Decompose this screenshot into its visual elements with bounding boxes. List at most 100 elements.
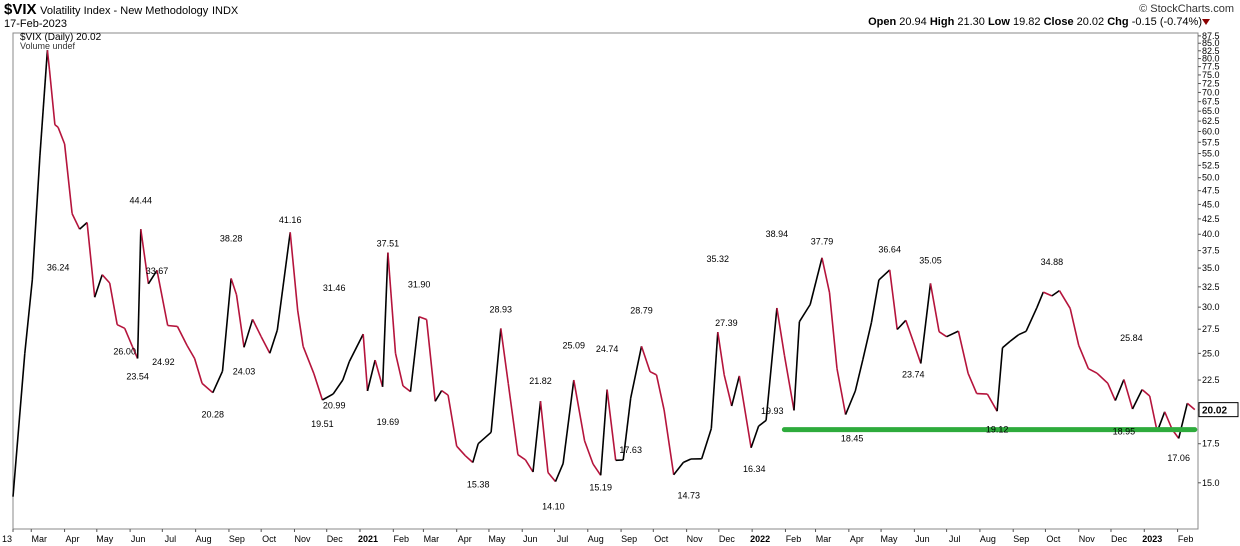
x-tick-label: Mar — [32, 534, 48, 544]
price-segment — [1186, 402, 1196, 411]
value-annotation: 21.82 — [529, 376, 552, 386]
price-segment — [251, 318, 262, 338]
symbol-name: Volatility Index - New Methodology — [40, 5, 209, 17]
value-annotation: 37.79 — [811, 237, 834, 247]
price-segment — [809, 257, 823, 305]
price-segment — [418, 315, 427, 321]
price-segment — [862, 322, 873, 360]
chart-date: 17-Feb-2023 — [4, 18, 67, 30]
price-segment — [193, 358, 203, 384]
value-annotation: 28.79 — [630, 306, 653, 316]
value-annotation: 34.88 — [1041, 257, 1064, 267]
exchange: INDX — [211, 5, 239, 17]
x-tick-label: 2022 — [750, 534, 770, 544]
x-tick-label: Apr — [850, 534, 864, 544]
price-segment — [1009, 334, 1020, 343]
price-segment — [547, 471, 557, 483]
open-value: 20.94 — [899, 16, 927, 28]
x-tick-label: May — [96, 534, 114, 544]
price-segment — [276, 232, 291, 331]
x-tick-label: Apr — [458, 534, 472, 544]
price-segment — [798, 304, 811, 323]
price-segment — [976, 392, 988, 395]
price-segment — [289, 232, 299, 311]
price-segment — [425, 319, 436, 402]
value-annotation: 18.95 — [1113, 427, 1136, 437]
price-segment — [71, 213, 81, 230]
price-segment — [758, 419, 767, 427]
price-segment — [1077, 344, 1090, 370]
x-tick-label: Aug — [588, 534, 604, 544]
price-segment — [765, 307, 778, 421]
price-segment — [1114, 379, 1125, 401]
y-tick-label: 40.0 — [1202, 229, 1220, 239]
price-segment — [441, 389, 449, 396]
y-tick-label: 75.0 — [1202, 70, 1220, 80]
y-tick-label: 77.5 — [1202, 62, 1220, 72]
chg-label: Chg — [1107, 16, 1129, 28]
value-annotation: 15.19 — [589, 483, 612, 493]
chg-value: -0.15 (-0.74%) — [1131, 16, 1202, 28]
price-segment — [905, 320, 915, 342]
value-annotation: 19.12 — [986, 424, 1009, 434]
y-tick-label: 32.5 — [1202, 282, 1220, 292]
price-segment — [583, 440, 594, 465]
price-segment — [362, 334, 369, 391]
x-tick-label: 13 — [2, 534, 12, 544]
value-annotation: 27.39 — [715, 318, 738, 328]
price-segment — [710, 332, 719, 429]
price-segment — [1036, 291, 1045, 309]
value-annotation: 20.99 — [323, 401, 346, 411]
y-tick-label: 42.5 — [1202, 214, 1220, 224]
close-label: Close — [1043, 16, 1074, 28]
x-tick-label: Aug — [196, 534, 212, 544]
price-segment — [888, 269, 898, 330]
price-segment — [573, 379, 586, 442]
value-annotation: 38.94 — [766, 229, 789, 239]
y-tick-label: 67.5 — [1202, 97, 1220, 107]
value-annotation: 36.24 — [47, 262, 70, 272]
price-segment — [599, 389, 608, 476]
price-segment — [821, 257, 831, 293]
price-segment — [1141, 388, 1151, 397]
price-segment — [673, 461, 685, 476]
price-segment — [472, 443, 479, 463]
price-segment — [201, 382, 214, 394]
price-segment — [116, 323, 126, 330]
x-tick-label: May — [881, 534, 899, 544]
price-segment — [477, 431, 492, 445]
price-segment — [700, 428, 713, 460]
price-segment — [221, 278, 232, 372]
price-segment — [12, 353, 26, 497]
y-tick-label: 65.0 — [1202, 106, 1220, 116]
y-tick-label: 60.0 — [1202, 126, 1220, 136]
y-tick-label: 25.0 — [1202, 348, 1220, 358]
price-segment — [230, 278, 238, 296]
price-segment — [156, 270, 169, 326]
price-segment — [447, 394, 458, 447]
price-segment — [409, 316, 420, 392]
chart-title: $VIX Volatility Index - New Methodology … — [4, 1, 238, 18]
price-segment — [844, 390, 857, 415]
price-segment — [434, 390, 443, 402]
price-segment — [1042, 291, 1053, 297]
x-tick-label: Apr — [66, 534, 80, 544]
price-segment — [783, 354, 795, 411]
symbol: $VIX — [4, 1, 37, 18]
x-tick-label: Nov — [687, 534, 704, 544]
price-segment — [86, 222, 96, 298]
value-annotation: 19.51 — [311, 419, 334, 429]
open-label: Open — [868, 16, 897, 28]
close-value: 20.02 — [1076, 16, 1105, 28]
value-annotation: 14.73 — [678, 490, 701, 500]
x-tick-label: Feb — [786, 534, 802, 544]
price-segment — [490, 328, 502, 433]
price-segment — [606, 389, 617, 461]
value-annotation: 14.10 — [542, 502, 565, 512]
x-tick-label: Jun — [523, 534, 538, 544]
y-tick-label: 72.5 — [1202, 79, 1220, 89]
value-annotation: 16.34 — [743, 464, 766, 474]
price-segment — [967, 372, 978, 394]
value-annotation: 37.51 — [377, 239, 400, 249]
